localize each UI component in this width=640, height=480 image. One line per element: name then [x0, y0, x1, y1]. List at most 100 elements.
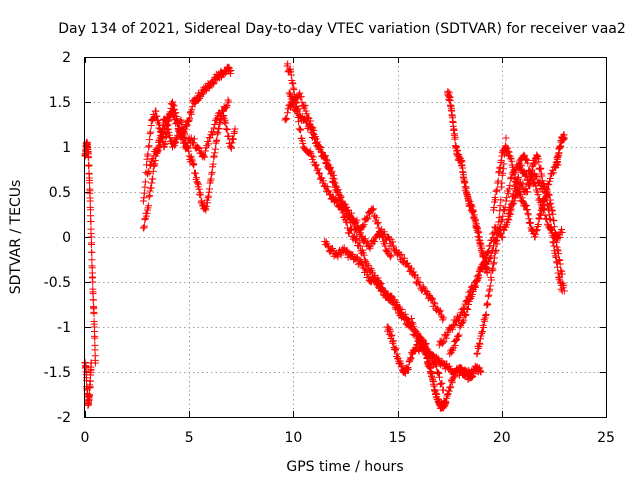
data-point: [546, 216, 554, 224]
data-point: [499, 169, 507, 177]
data-point: [439, 338, 447, 346]
data-point: [408, 319, 416, 326]
data-point: [195, 145, 203, 152]
series-track-e: [144, 96, 233, 178]
data-point: [546, 175, 554, 182]
data-point: [178, 132, 186, 140]
data-point: [394, 250, 402, 258]
data-point: [546, 215, 554, 223]
data-point: [161, 139, 169, 147]
series-track-h: [281, 98, 395, 261]
data-point: [307, 123, 315, 131]
data-point: [192, 169, 199, 177]
y-axis-label: SDTVAR / TECUs: [8, 180, 24, 295]
data-point: [397, 251, 405, 258]
x-axis-label: GPS time / hours: [286, 459, 403, 475]
data-point: [481, 265, 489, 273]
data-point: [398, 305, 406, 313]
data-point: [483, 249, 491, 257]
data-point: [549, 169, 557, 177]
data-point: [89, 290, 97, 298]
data-point: [504, 144, 511, 152]
data-point: [141, 178, 149, 186]
data-point: [205, 140, 212, 148]
data-point: [161, 125, 169, 133]
data-point: [532, 182, 540, 190]
data-point: [88, 256, 96, 264]
data-point: [300, 102, 308, 110]
data-point: [314, 142, 322, 150]
data-point: [180, 139, 187, 147]
data-point: [210, 124, 218, 132]
data-point: [208, 131, 216, 139]
data-point: [387, 332, 395, 340]
data-point: [506, 181, 514, 189]
data-point: [369, 205, 377, 213]
data-point: [405, 365, 412, 373]
data-point: [430, 299, 438, 307]
data-point: [393, 301, 401, 309]
data-point: [173, 120, 181, 128]
data-point: [197, 191, 205, 199]
data-point: [543, 192, 551, 200]
data-point: [329, 193, 337, 201]
data-point: [144, 167, 152, 175]
data-point: [522, 155, 530, 163]
data-point: [494, 233, 502, 241]
data-point: [500, 160, 508, 168]
x-tick-label: 5: [185, 430, 194, 446]
data-point: [436, 380, 444, 388]
data-point: [160, 124, 168, 132]
data-point: [212, 116, 220, 124]
data-point: [309, 153, 317, 161]
data-point: [190, 135, 198, 143]
data-point: [524, 209, 532, 217]
data-point: [496, 202, 504, 210]
data-point: [369, 206, 377, 214]
data-point: [324, 187, 332, 195]
data-point: [356, 242, 364, 250]
data-point: [89, 296, 97, 304]
data-point: [361, 235, 369, 243]
data-point: [164, 121, 172, 129]
data-point: [535, 178, 542, 186]
data-point: [223, 103, 230, 111]
data-point: [507, 207, 515, 215]
data-point: [306, 148, 314, 155]
data-point: [358, 260, 366, 268]
data-point: [401, 310, 409, 318]
data-point: [482, 310, 490, 318]
data-point: [533, 173, 541, 181]
data-point: [319, 177, 327, 185]
data-point: [419, 283, 427, 291]
data-point: [521, 152, 529, 160]
data-point: [373, 220, 381, 228]
data-point: [419, 344, 427, 352]
grid-lines: [85, 57, 606, 417]
data-point: [477, 368, 485, 376]
data-point: [334, 253, 342, 261]
data-point: [86, 179, 94, 187]
data-point: [201, 153, 209, 161]
data-point: [343, 247, 351, 255]
data-point: [505, 212, 513, 220]
data-point: [434, 369, 442, 376]
series-track-n: [446, 151, 566, 358]
data-point: [221, 116, 229, 124]
data-point: [558, 226, 565, 233]
data-point: [368, 273, 376, 281]
data-point: [194, 144, 202, 152]
data-point: [296, 89, 304, 97]
data-point: [330, 175, 338, 183]
data-point: [496, 224, 504, 232]
data-point: [475, 271, 483, 279]
data-point: [352, 235, 360, 243]
data-point: [474, 275, 482, 283]
data-point: [374, 219, 382, 226]
data-point: [556, 274, 564, 282]
data-point: [303, 117, 311, 125]
data-point: [357, 232, 365, 240]
y-tick-label: 1.5: [49, 95, 71, 111]
data-point: [524, 188, 532, 196]
data-point: [484, 301, 492, 308]
